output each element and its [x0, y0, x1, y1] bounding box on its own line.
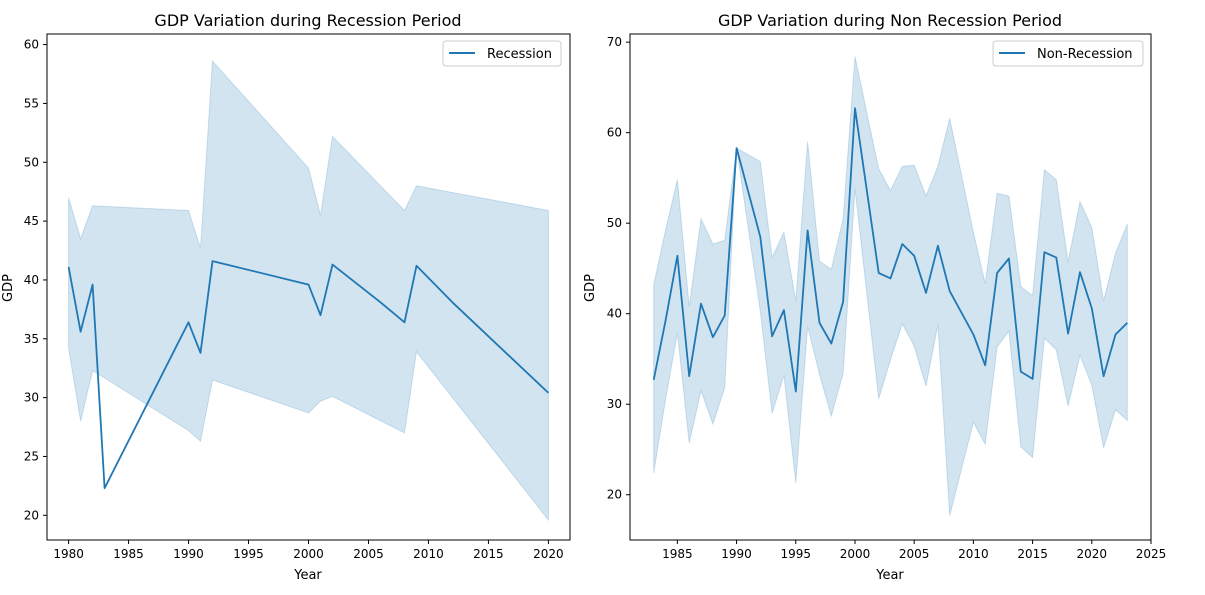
recession-confidence-band	[68, 59, 549, 522]
recession-chart-title: GDP Variation during Recession Period	[154, 11, 461, 30]
non-recession-series-line	[652, 107, 1128, 393]
recession-x-tick-label: 2010	[413, 547, 444, 561]
recession-x-tick-label: 2005	[353, 547, 384, 561]
non-recession-y-tick-label: 30	[607, 397, 622, 411]
recession-legend-frame	[442, 40, 562, 67]
recession-y-axis-label: GDP	[1, 274, 16, 302]
non-recession-confidence-band	[653, 56, 1128, 516]
recession-legend-label: Recession	[487, 47, 552, 62]
non-recession-x-tick-label: 2025	[1136, 547, 1167, 561]
non-recession-legend-frame	[992, 40, 1144, 67]
recession-x-tick-label: 1980	[53, 547, 84, 561]
recession-x-tick-label: 1995	[233, 547, 264, 561]
recession-y-tick-label: 30	[24, 391, 39, 405]
recession-y-tick-label: 25	[24, 449, 39, 463]
recession-x-tick-label: 2000	[293, 547, 324, 561]
recession-y-tick-label: 35	[24, 332, 39, 346]
recession-y-tick-label: 20	[24, 508, 39, 522]
recession-x-tick-label: 2020	[533, 547, 564, 561]
recession-y-tick-label: 55	[24, 96, 39, 110]
non-recession-x-axis-label: Year	[875, 568, 904, 583]
non-recession-y-tick-label: 50	[607, 216, 622, 230]
non-recession-legend-label: Non-Recession	[1037, 47, 1133, 62]
recession-subplot: GDP Variation during Recession Period 19…	[1, 11, 571, 583]
recession-x-tick-label: 1990	[173, 547, 204, 561]
recession-y-tick-label: 60	[24, 38, 39, 52]
recession-x-tick-label: 2015	[473, 547, 504, 561]
non-recession-plot-area: 1985 1990 1995 2000 2005 2010 2015 2020 20252030…	[607, 33, 1167, 561]
recession-series-line	[67, 260, 550, 490]
non-recession-x-tick-label: 1995	[780, 547, 811, 561]
recession-y-tick-label: 50	[24, 155, 39, 169]
non-recession-x-tick-label: 2015	[1017, 547, 1048, 561]
non-recession-y-tick-label: 70	[607, 35, 622, 49]
recession-legend: Recession	[442, 40, 562, 67]
non-recession-y-axis-label: GDP	[583, 274, 598, 302]
non-recession-x-tick-label: 1990	[721, 547, 752, 561]
non-recession-subplot: GDP Variation during Non Recession Perio…	[583, 11, 1166, 583]
non-recession-x-tick-label: 2010	[958, 547, 989, 561]
non-recession-axes-frame	[629, 33, 1152, 541]
non-recession-x-tick-label: 2005	[899, 547, 930, 561]
non-recession-x-tick-label: 2000	[840, 547, 871, 561]
non-recession-legend: Non-Recession	[992, 40, 1144, 67]
recession-x-tick-label: 1985	[113, 547, 144, 561]
non-recession-y-tick-label: 40	[607, 307, 622, 321]
non-recession-chart-title: GDP Variation during Non Recession Perio…	[718, 11, 1062, 30]
recession-plot-area: 1980 1985 1990 1995 2000 2005 2010 2015 20202025…	[24, 33, 571, 561]
non-recession-y-tick-label: 20	[607, 488, 622, 502]
recession-y-tick-label: 40	[24, 273, 39, 287]
recession-x-axis-label: Year	[293, 568, 322, 583]
non-recession-x-tick-label: 2020	[1077, 547, 1108, 561]
non-recession-y-tick-label: 60	[607, 126, 622, 140]
recession-y-tick-label: 45	[24, 214, 39, 228]
non-recession-x-tick-label: 1985	[662, 547, 693, 561]
